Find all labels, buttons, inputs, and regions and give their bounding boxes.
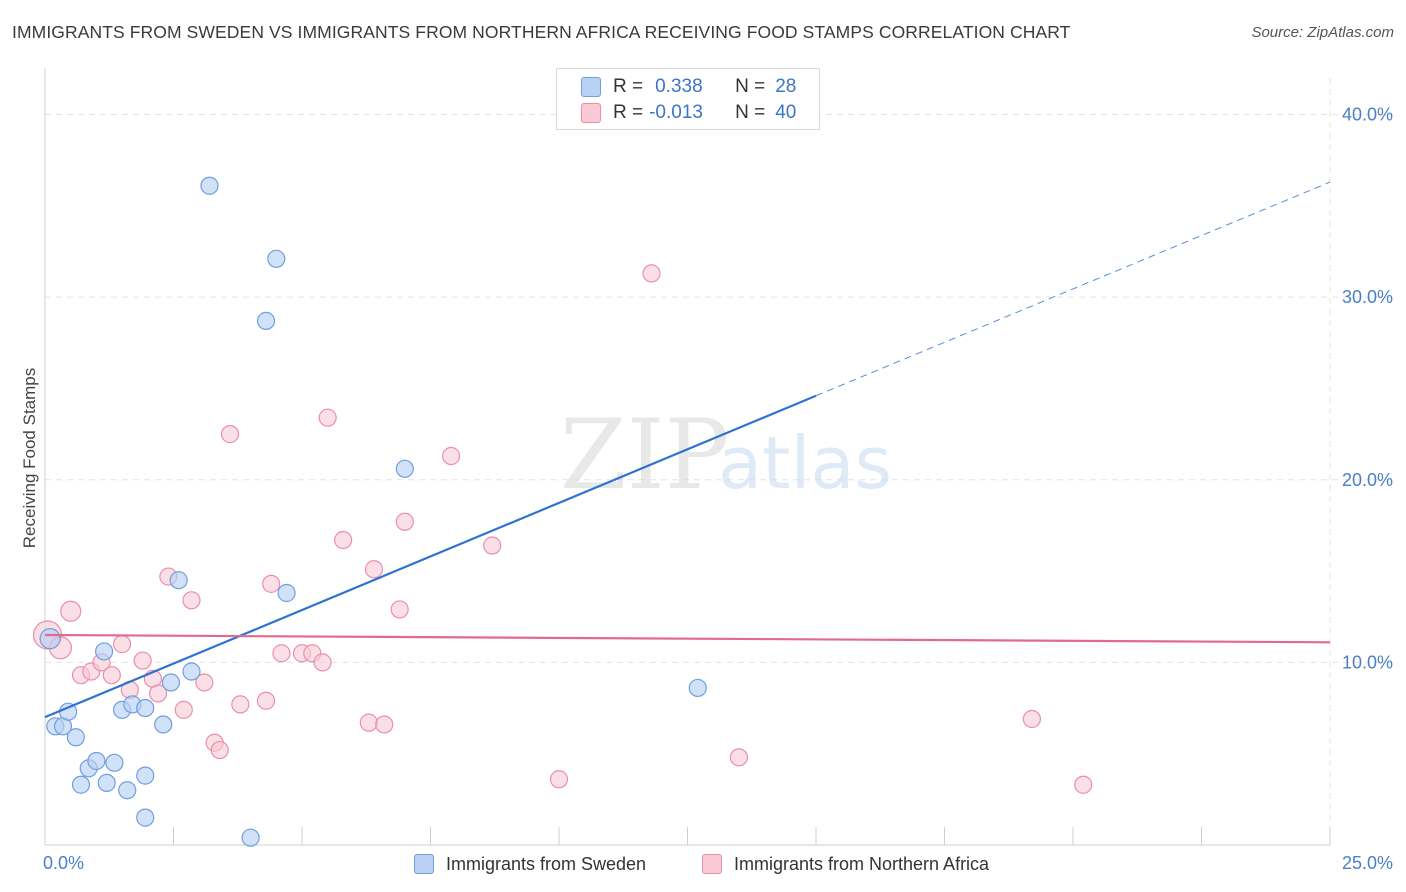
sweden-point <box>688 678 707 698</box>
sweden-point <box>87 751 106 771</box>
trend-lines <box>44 181 1331 719</box>
nafrica-n-label: N = <box>735 102 766 123</box>
nafrica-point <box>210 740 229 760</box>
bottom-nafrica-label: Immigrants from Northern Africa <box>734 853 990 874</box>
y-tick-label: 40.0% <box>1342 105 1393 125</box>
x-tick-label-min: 0.0% <box>43 853 84 873</box>
grid-lines <box>45 78 1392 845</box>
nafrica-point <box>1074 775 1093 794</box>
sweden-point <box>169 571 188 590</box>
y-axis-label: Receiving Food Stamps <box>20 368 39 548</box>
nafrica-n-value: 40 <box>775 102 797 123</box>
nafrica-point <box>112 635 132 654</box>
sweden-point <box>136 808 155 827</box>
nafrica-point <box>395 512 414 531</box>
nafrica-point <box>148 684 168 703</box>
nafrica-trend-line <box>44 633 1331 644</box>
nafrica-point <box>549 770 569 789</box>
sweden-n-label: N = <box>735 76 766 97</box>
nafrica-point <box>102 666 121 685</box>
nafrica-r-value: -0.013 <box>649 102 703 123</box>
watermark-zip: ZIP <box>560 399 729 511</box>
nafrica-point <box>231 695 250 714</box>
sweden-trend-line <box>44 394 817 719</box>
bottom-legend-sweden: Immigrants from Sweden <box>414 852 646 876</box>
sweden-point <box>161 673 181 692</box>
nafrica-point <box>359 713 378 732</box>
nafrica-point <box>390 600 409 619</box>
sweden-point <box>95 642 114 661</box>
nafrica-point <box>262 574 281 593</box>
watermark-atlas: atlas <box>718 421 892 505</box>
nafrica-point <box>642 264 661 283</box>
sweden-point <box>97 773 116 793</box>
sweden-point <box>182 662 201 681</box>
bottom-nafrica-swatch <box>702 854 722 874</box>
y-tick-label: 10.0% <box>1342 652 1393 672</box>
nafrica-point <box>483 536 502 555</box>
nafrica-point <box>729 748 749 767</box>
nafrica-point <box>364 560 384 579</box>
nafrica-r-label: R = <box>613 102 644 123</box>
sweden-trend-extension <box>815 181 1331 397</box>
stats-legend: R = 0.338 N = 28 R = -0.013 N = 40 <box>556 68 820 130</box>
nafrica-point <box>220 425 240 444</box>
sweden-point <box>267 249 286 268</box>
y-tick-label: 30.0% <box>1342 287 1393 307</box>
nafrica-point <box>1022 709 1041 729</box>
bottom-sweden-swatch <box>414 854 434 874</box>
sweden-point <box>154 715 173 734</box>
axes <box>44 68 1331 846</box>
nafrica-point <box>272 644 291 663</box>
legend-row-nafrica: R = -0.013 N = 40 <box>581 101 796 125</box>
sweden-point <box>118 781 137 800</box>
nafrica-point <box>60 600 82 622</box>
nafrica-swatch <box>581 103 601 123</box>
sweden-point <box>277 583 296 603</box>
sweden-point <box>39 628 61 650</box>
sweden-r-label: R = <box>613 76 644 97</box>
nafrica-point <box>174 700 193 719</box>
tick-labels: 10.0% 20.0% 30.0% 40.0% 0.0% 25.0% <box>43 105 1393 873</box>
bottom-legend-nafrica: Immigrants from Northern Africa <box>702 852 989 876</box>
nafrica-point <box>375 715 394 734</box>
series-nafrica-points <box>32 264 1093 794</box>
sweden-point <box>71 775 91 794</box>
chart-title: IMMIGRANTS FROM SWEDEN VS IMMIGRANTS FRO… <box>12 22 1071 42</box>
y-tick-label: 20.0% <box>1342 470 1393 490</box>
sweden-swatch <box>581 77 601 97</box>
nafrica-point <box>334 530 353 550</box>
nafrica-point <box>256 691 276 710</box>
sweden-point <box>66 728 85 747</box>
sweden-point <box>105 753 124 772</box>
bottom-sweden-label: Immigrants from Sweden <box>446 853 647 874</box>
nafrica-point <box>313 653 332 672</box>
sweden-point <box>136 698 155 718</box>
watermark: ZIP atlas <box>560 399 892 511</box>
nafrica-point <box>441 446 461 466</box>
nafrica-point <box>182 591 201 610</box>
sweden-point <box>136 766 155 785</box>
sweden-point <box>200 176 219 195</box>
sweden-point <box>241 828 260 847</box>
sweden-n-value: 28 <box>775 76 797 97</box>
series-sweden-points <box>39 176 707 847</box>
sweden-point <box>395 459 414 478</box>
nafrica-point <box>195 673 214 692</box>
source-label: Source: ZipAtlas.com <box>1251 24 1394 41</box>
legend-row-sweden: R = 0.338 N = 28 <box>581 75 796 99</box>
nafrica-point <box>133 651 152 670</box>
x-tick-label-max: 25.0% <box>1342 853 1393 873</box>
nafrica-point <box>318 408 337 427</box>
sweden-r-value: 0.338 <box>655 76 703 97</box>
sweden-point <box>256 311 276 330</box>
